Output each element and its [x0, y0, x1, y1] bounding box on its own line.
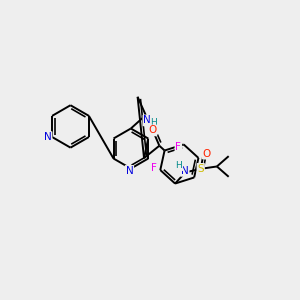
Text: F: F — [176, 142, 181, 152]
Text: H: H — [176, 161, 182, 170]
Text: S: S — [197, 164, 204, 174]
Text: N: N — [44, 132, 52, 142]
Text: O: O — [148, 125, 156, 135]
Text: N: N — [181, 166, 189, 176]
Text: F: F — [151, 163, 157, 173]
Text: O: O — [202, 148, 211, 158]
Text: H: H — [151, 118, 158, 127]
Text: N: N — [143, 116, 151, 125]
Text: N: N — [125, 166, 133, 176]
